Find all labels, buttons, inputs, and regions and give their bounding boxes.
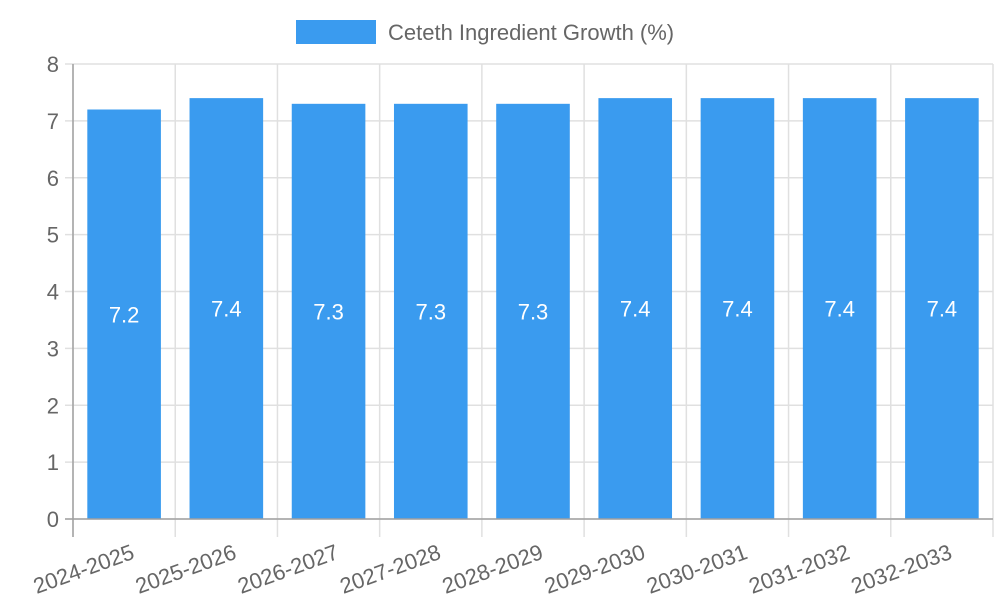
bars: 7.2 7.4 7.3 7.3 7.3 7.4 7.4 7.4 7.4 xyxy=(87,98,979,520)
bar-value-label: 7.4 xyxy=(211,297,242,322)
y-tick-label: 5 xyxy=(47,223,59,248)
bar[interactable] xyxy=(393,103,468,519)
bar[interactable] xyxy=(189,98,264,519)
bar-value-label: 7.3 xyxy=(415,299,446,324)
bar-value-label: 7.2 xyxy=(109,302,140,327)
y-tick-label: 4 xyxy=(47,280,59,305)
bar[interactable] xyxy=(598,98,673,519)
x-tick-label: 2026-2027 xyxy=(234,539,341,598)
bar[interactable] xyxy=(87,109,161,520)
y-tick-label: 2 xyxy=(47,393,59,418)
x-tick-label: 2031-2032 xyxy=(745,539,852,598)
x-tick-label: 2030-2031 xyxy=(643,539,750,598)
x-axis-ticks: 2024-20252025-20262026-20272027-20282028… xyxy=(30,539,955,598)
y-tick-label: 7 xyxy=(47,109,59,134)
x-tick-label: 2028-2029 xyxy=(439,539,546,598)
x-tick-label: 2025-2026 xyxy=(132,539,239,598)
y-tick-label: 3 xyxy=(47,336,59,361)
legend-swatch xyxy=(296,20,376,44)
y-axis-ticks: 0 1 2 3 4 5 6 7 8 xyxy=(47,52,59,532)
y-tick-label: 6 xyxy=(47,166,59,191)
legend[interactable]: Ceteth Ingredient Growth (%) xyxy=(296,20,674,45)
x-tick-label: 2029-2030 xyxy=(541,539,648,598)
x-tick-label: 2032-2033 xyxy=(848,539,955,598)
bar-value-label: 7.3 xyxy=(313,299,344,324)
y-tick-label: 8 xyxy=(47,52,59,77)
axes xyxy=(65,64,993,537)
y-tick-label: 0 xyxy=(47,507,59,532)
bar[interactable] xyxy=(700,98,775,519)
bar[interactable] xyxy=(291,103,366,519)
legend-label: Ceteth Ingredient Growth (%) xyxy=(388,20,674,45)
x-tick-label: 2027-2028 xyxy=(337,539,444,598)
bar[interactable] xyxy=(496,103,570,519)
bar[interactable] xyxy=(905,98,979,519)
bar-value-label: 7.4 xyxy=(722,297,753,322)
bar-value-label: 7.4 xyxy=(824,297,855,322)
x-tick-label: 2024-2025 xyxy=(30,539,137,598)
bar-value-label: 7.4 xyxy=(927,297,958,322)
bar[interactable] xyxy=(802,98,877,519)
bar-value-label: 7.4 xyxy=(620,297,651,322)
bar-value-label: 7.3 xyxy=(518,299,549,324)
y-tick-label: 1 xyxy=(47,450,59,475)
